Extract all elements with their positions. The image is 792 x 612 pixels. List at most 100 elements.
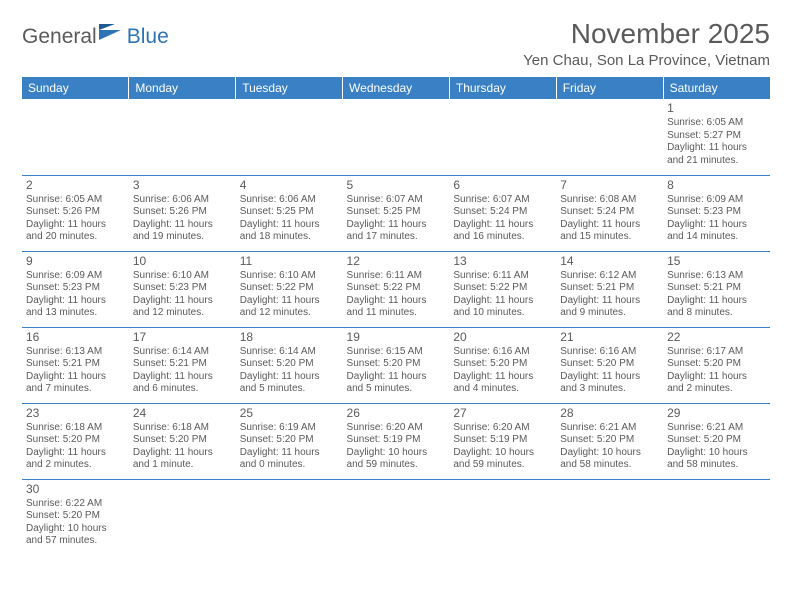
sunset-text: Sunset: 5:20 PM [453, 358, 552, 371]
daylight-text: and 10 minutes. [453, 307, 552, 320]
calendar-cell [663, 479, 770, 555]
logo-text-blue: Blue [127, 25, 169, 49]
col-thursday: Thursday [449, 77, 556, 99]
sunrise-text: Sunrise: 6:10 AM [240, 270, 339, 283]
sunset-text: Sunset: 5:24 PM [453, 206, 552, 219]
header: General Blue November 2025 Yen Chau, Son… [22, 18, 770, 69]
daylight-text: and 14 minutes. [667, 231, 766, 244]
col-wednesday: Wednesday [343, 77, 450, 99]
calendar-cell [556, 99, 663, 175]
calendar-cell: 22Sunrise: 6:17 AMSunset: 5:20 PMDayligh… [663, 327, 770, 403]
calendar-cell [449, 479, 556, 555]
daylight-text: Daylight: 11 hours [26, 371, 125, 384]
col-friday: Friday [556, 77, 663, 99]
calendar-row: 30Sunrise: 6:22 AMSunset: 5:20 PMDayligh… [22, 479, 770, 555]
daylight-text: Daylight: 10 hours [347, 447, 446, 460]
daylight-text: and 7 minutes. [26, 383, 125, 396]
calendar-cell: 16Sunrise: 6:13 AMSunset: 5:21 PMDayligh… [22, 327, 129, 403]
sunset-text: Sunset: 5:25 PM [240, 206, 339, 219]
col-sunday: Sunday [22, 77, 129, 99]
daylight-text: Daylight: 11 hours [26, 219, 125, 232]
calendar-cell: 17Sunrise: 6:14 AMSunset: 5:21 PMDayligh… [129, 327, 236, 403]
calendar-cell: 23Sunrise: 6:18 AMSunset: 5:20 PMDayligh… [22, 403, 129, 479]
sunset-text: Sunset: 5:25 PM [347, 206, 446, 219]
calendar-cell: 13Sunrise: 6:11 AMSunset: 5:22 PMDayligh… [449, 251, 556, 327]
calendar-cell: 20Sunrise: 6:16 AMSunset: 5:20 PMDayligh… [449, 327, 556, 403]
daylight-text: and 1 minute. [133, 459, 232, 472]
flag-icon [99, 24, 125, 49]
sunset-text: Sunset: 5:24 PM [560, 206, 659, 219]
daylight-text: Daylight: 11 hours [453, 295, 552, 308]
sunset-text: Sunset: 5:22 PM [347, 282, 446, 295]
day-number: 3 [133, 178, 232, 193]
sunset-text: Sunset: 5:21 PM [26, 358, 125, 371]
daylight-text: Daylight: 11 hours [347, 371, 446, 384]
day-number: 1 [667, 101, 766, 116]
day-number: 15 [667, 254, 766, 269]
calendar-cell [343, 99, 450, 175]
location-text: Yen Chau, Son La Province, Vietnam [523, 52, 770, 69]
calendar-cell: 11Sunrise: 6:10 AMSunset: 5:22 PMDayligh… [236, 251, 343, 327]
sunrise-text: Sunrise: 6:07 AM [453, 194, 552, 207]
day-number: 18 [240, 330, 339, 345]
calendar-cell [236, 479, 343, 555]
day-number: 11 [240, 254, 339, 269]
page-title: November 2025 [523, 18, 770, 50]
sunrise-text: Sunrise: 6:20 AM [453, 422, 552, 435]
day-number: 17 [133, 330, 232, 345]
daylight-text: Daylight: 11 hours [240, 219, 339, 232]
calendar-cell [556, 479, 663, 555]
sunrise-text: Sunrise: 6:07 AM [347, 194, 446, 207]
day-number: 14 [560, 254, 659, 269]
sunrise-text: Sunrise: 6:15 AM [347, 346, 446, 359]
day-number: 6 [453, 178, 552, 193]
sunset-text: Sunset: 5:22 PM [453, 282, 552, 295]
day-number: 30 [26, 482, 125, 497]
day-number: 26 [347, 406, 446, 421]
sunrise-text: Sunrise: 6:05 AM [667, 117, 766, 130]
col-saturday: Saturday [663, 77, 770, 99]
sunset-text: Sunset: 5:23 PM [133, 282, 232, 295]
calendar-body: 1Sunrise: 6:05 AMSunset: 5:27 PM Daylight… [22, 99, 770, 555]
daylight-text: and 20 minutes. [26, 231, 125, 244]
sunset-text: Sunset: 5:20 PM [26, 434, 125, 447]
calendar-row: 23Sunrise: 6:18 AMSunset: 5:20 PMDayligh… [22, 403, 770, 479]
calendar-cell: 30Sunrise: 6:22 AMSunset: 5:20 PMDayligh… [22, 479, 129, 555]
daylight-text: and 5 minutes. [240, 383, 339, 396]
daylight-text: and 58 minutes. [667, 459, 766, 472]
calendar-cell: 25Sunrise: 6:19 AMSunset: 5:20 PMDayligh… [236, 403, 343, 479]
calendar-table: Sunday Monday Tuesday Wednesday Thursday… [22, 77, 770, 555]
daylight-text: and 12 minutes. [133, 307, 232, 320]
calendar-cell: 26Sunrise: 6:20 AMSunset: 5:19 PMDayligh… [343, 403, 450, 479]
calendar-cell: 8Sunrise: 6:09 AMSunset: 5:23 PMDaylight… [663, 175, 770, 251]
daylight-text: Daylight: 11 hours [133, 219, 232, 232]
daylight-text: and 21 minutes. [667, 155, 766, 168]
sunrise-text: Sunrise: 6:14 AM [240, 346, 339, 359]
sunrise-text: Sunrise: 6:21 AM [560, 422, 659, 435]
sunrise-text: Sunrise: 6:16 AM [453, 346, 552, 359]
calendar-cell: 6Sunrise: 6:07 AMSunset: 5:24 PMDaylight… [449, 175, 556, 251]
sunrise-text: Sunrise: 6:22 AM [26, 498, 125, 511]
sunrise-text: Sunrise: 6:17 AM [667, 346, 766, 359]
calendar-cell: 28Sunrise: 6:21 AMSunset: 5:20 PMDayligh… [556, 403, 663, 479]
daylight-text: Daylight: 11 hours [133, 295, 232, 308]
daylight-text: Daylight: 11 hours [26, 295, 125, 308]
daylight-text: Daylight: 11 hours [26, 447, 125, 460]
daylight-text: Daylight: 11 hours [347, 219, 446, 232]
day-number: 24 [133, 406, 232, 421]
sunrise-text: Sunrise: 6:11 AM [347, 270, 446, 283]
sunset-text: Sunset: 5:19 PM [453, 434, 552, 447]
sunrise-text: Sunrise: 6:16 AM [560, 346, 659, 359]
sunset-text: Sunset: 5:21 PM [133, 358, 232, 371]
calendar-cell: 19Sunrise: 6:15 AMSunset: 5:20 PMDayligh… [343, 327, 450, 403]
daylight-text: and 13 minutes. [26, 307, 125, 320]
sunset-text: Sunset: 5:23 PM [667, 206, 766, 219]
sunset-text: Sunset: 5:20 PM [667, 358, 766, 371]
sunset-text: Sunset: 5:26 PM [26, 206, 125, 219]
sunset-text: Sunset: 5:20 PM [667, 434, 766, 447]
sunset-text: Sunset: 5:23 PM [26, 282, 125, 295]
day-number: 9 [26, 254, 125, 269]
sunset-text: Sunset: 5:27 PM [667, 130, 766, 143]
calendar-cell [449, 99, 556, 175]
daylight-text: Daylight: 11 hours [667, 371, 766, 384]
